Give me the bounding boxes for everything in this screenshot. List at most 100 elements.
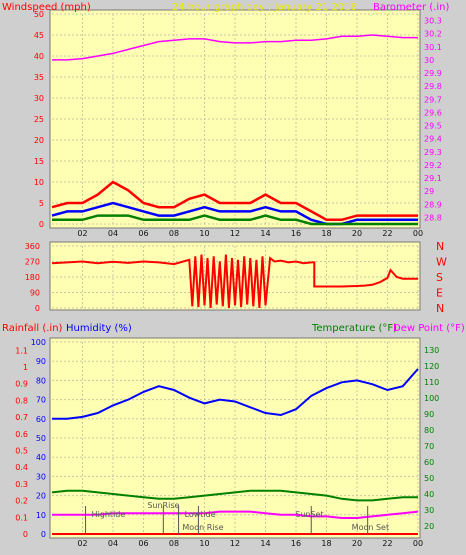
x-tick-label: 12: [230, 229, 240, 238]
humidity-line: [52, 368, 419, 420]
compass-tick-label: N: [436, 240, 444, 253]
compass-tick-label: N: [436, 302, 444, 315]
barometer-tick-label: 30: [424, 56, 434, 65]
rainfall-tick-label: 0.1: [15, 513, 28, 522]
barometer-tick-label: 28.8: [424, 213, 442, 222]
direction-tick-label: 90: [30, 289, 40, 298]
windspeed-tick-label: 35: [34, 73, 44, 82]
event-marker-label: SunSet: [295, 510, 323, 519]
windspeed-tick-label: 15: [34, 157, 44, 166]
event-marker-label: Hightide: [92, 510, 126, 519]
barometer-tick-label: 29.1: [424, 174, 442, 183]
temperature-tick-label: 90: [424, 410, 434, 419]
rainfall-tick-label: 0.3: [15, 480, 28, 489]
barometer-tick-label: 30.1: [424, 43, 442, 52]
barometer-tick-label: 29.7: [424, 95, 442, 104]
direction-tick-label: 270: [25, 258, 40, 267]
windspeed-tick-label: 10: [34, 178, 44, 187]
rainfall-tick-label: 0.6: [15, 430, 28, 439]
barometer-tick-label: 30.3: [424, 17, 442, 26]
humidity-tick-label: 0: [41, 530, 46, 539]
humidity-tick-label: 60: [36, 415, 46, 424]
barometer-tick-label: 28.9: [424, 200, 442, 209]
x-tick-label: 12: [230, 539, 240, 548]
rainfall-tick-label: 1.1: [15, 346, 28, 355]
rainfall-tick-label: 0.2: [15, 497, 28, 506]
temperature-tick-label: 70: [424, 442, 434, 451]
direction-tick-label: 0: [35, 304, 40, 313]
temperature-tick-label: 40: [424, 490, 434, 499]
windspeed-tick-label: 20: [34, 136, 44, 145]
wind-low-line: [52, 214, 418, 226]
humidity-tick-label: 80: [36, 376, 46, 385]
temperature-axis-title: Temperature (°F): [311, 323, 397, 334]
x-tick-label: 04: [108, 539, 118, 548]
temperature-tick-label: 60: [424, 458, 434, 467]
barometer-tick-label: 29: [424, 187, 434, 196]
x-tick-label: 20: [352, 229, 362, 238]
x-tick-label: 00: [413, 539, 423, 548]
rainfall-tick-label: 1: [23, 363, 28, 372]
x-tick-label: 06: [138, 229, 148, 238]
event-marker-label: Moon Set: [352, 523, 389, 532]
wind-direction-line: [51, 254, 418, 309]
dew-point-line: [52, 510, 419, 519]
x-tick-label: 18: [321, 229, 331, 238]
compass-tick-label: S: [436, 271, 443, 284]
windspeed-tick-label: 40: [34, 52, 44, 61]
x-tick-label: 22: [382, 229, 392, 238]
barometer-axis-title: Barometer (.in): [373, 2, 449, 13]
wind-average-line: [51, 201, 418, 226]
humidity-axis-title: Humidity (%): [66, 323, 132, 334]
tick-labels: 02 04 06 08 10 12 14 16 18 20 22 000510152025303540…: [15, 10, 447, 548]
compass-tick-label: W: [436, 256, 447, 269]
x-tick-label: 04: [108, 229, 118, 238]
event-marker-label: Lowtide: [185, 510, 216, 519]
x-tick-label: 20: [352, 539, 362, 548]
windspeed-tick-label: 5: [39, 199, 44, 208]
x-tick-label: 14: [260, 229, 270, 238]
temperature-tick-label: 50: [424, 474, 434, 483]
rainfall-axis-title: Rainfall (.in): [2, 323, 63, 334]
temperature-tick-label: 20: [424, 522, 434, 531]
x-tick-label: 18: [321, 539, 331, 548]
wind-gust-line: [51, 180, 418, 222]
temperature-line: [51, 489, 418, 502]
windspeed-tick-label: 0: [39, 220, 44, 229]
windspeed-tick-label: 45: [34, 31, 44, 40]
chart-title: 24 hour graph day : January 21 2018: [172, 2, 357, 13]
x-tick-label: 16: [291, 539, 301, 548]
barometer-tick-label: 29.6: [424, 108, 442, 117]
temperature-tick-label: 80: [424, 426, 434, 435]
barometer-tick-label: 29.8: [424, 82, 442, 91]
barometer-tick-label: 29.3: [424, 148, 442, 157]
temperature-tick-label: 110: [424, 378, 439, 387]
event-marker-label: SunRise: [147, 501, 179, 510]
temperature-tick-label: 130: [424, 346, 439, 355]
humidity-tick-label: 20: [36, 492, 46, 501]
x-tick-label: 08: [169, 539, 179, 548]
windspeed-tick-label: 50: [34, 10, 44, 19]
x-tick-label: 02: [77, 229, 87, 238]
dew-point-axis-title: Dew Point (°F): [393, 323, 465, 334]
x-tick-label: 10: [199, 539, 209, 548]
temperature-tick-label: 120: [424, 362, 439, 371]
humidity-tick-label: 70: [36, 396, 46, 405]
rainfall-tick-label: 0: [23, 530, 28, 539]
x-tick-label: 08: [169, 229, 179, 238]
data-series: [51, 34, 419, 535]
rainfall-tick-label: 0.8: [15, 396, 28, 405]
x-tick-label: 10: [199, 229, 209, 238]
windspeed-tick-label: 25: [34, 115, 44, 124]
rainfall-tick-label: 0.7: [15, 413, 28, 422]
x-tick-label: 00: [413, 229, 423, 238]
rainfall-tick-label: 0.4: [15, 463, 28, 472]
humidity-tick-label: 100: [31, 338, 46, 347]
event-marker-label: Moon Rise: [182, 523, 223, 532]
windspeed-axis-title: Windspeed (mph): [2, 2, 91, 13]
barometer-tick-label: 29.9: [424, 69, 442, 78]
humidity-tick-label: 90: [36, 357, 46, 366]
rainfall-tick-label: 0.5: [15, 447, 28, 456]
